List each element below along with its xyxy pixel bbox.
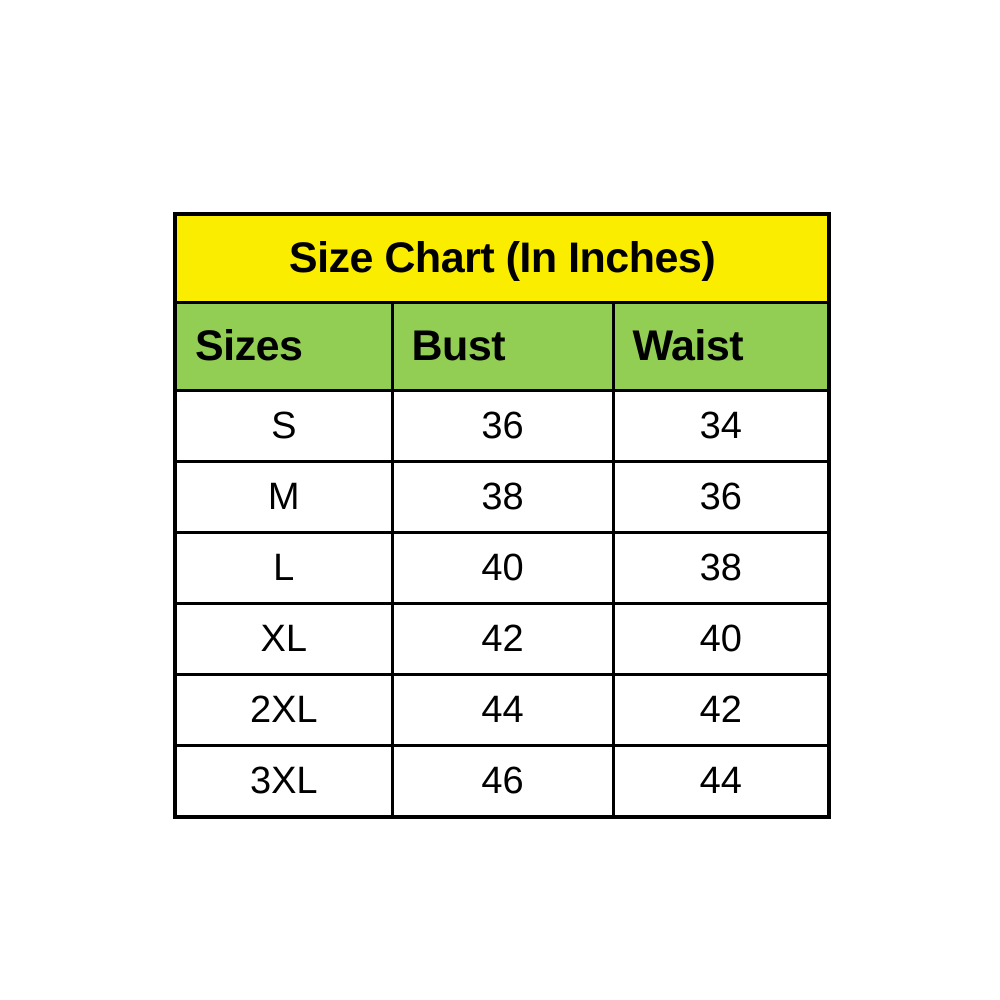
table-row: L 40 38: [175, 532, 830, 605]
cell-bust: 40: [392, 532, 615, 605]
table-row: M 38 36: [175, 461, 830, 534]
column-header-waist: Waist: [613, 302, 830, 392]
cell-bust: 44: [392, 674, 615, 747]
cell-bust: 38: [392, 461, 615, 534]
column-header-sizes: Sizes: [175, 302, 394, 392]
cell-size: L: [175, 532, 394, 605]
cell-size: XL: [175, 603, 394, 676]
cell-size: 2XL: [175, 674, 394, 747]
cell-bust: 36: [392, 390, 615, 463]
table-row: XL 42 40: [175, 603, 830, 676]
cell-waist: 42: [613, 674, 830, 747]
cell-waist: 40: [613, 603, 830, 676]
cell-waist: 36: [613, 461, 830, 534]
cell-waist: 34: [613, 390, 830, 463]
column-header-bust: Bust: [392, 302, 615, 392]
title-row: Size Chart (In Inches): [175, 214, 830, 304]
cell-bust: 42: [392, 603, 615, 676]
table-row: S 36 34: [175, 390, 830, 463]
cell-size: S: [175, 390, 394, 463]
chart-title: Size Chart (In Inches): [175, 214, 830, 304]
table-row: 2XL 44 42: [175, 674, 830, 747]
table-body: S 36 34 M 38 36 L 40 38 XL 42 40: [175, 390, 830, 817]
table-row: 3XL 46 44: [175, 745, 830, 817]
header-row: Sizes Bust Waist: [175, 302, 830, 392]
cell-waist: 44: [613, 745, 830, 817]
cell-waist: 38: [613, 532, 830, 605]
cell-size: M: [175, 461, 394, 534]
cell-size: 3XL: [175, 745, 394, 817]
cell-bust: 46: [392, 745, 615, 817]
size-chart-container: Size Chart (In Inches) Sizes Bust Waist …: [173, 212, 832, 819]
table-head: Size Chart (In Inches) Sizes Bust Waist: [175, 214, 830, 392]
size-chart-table: Size Chart (In Inches) Sizes Bust Waist …: [173, 212, 832, 819]
